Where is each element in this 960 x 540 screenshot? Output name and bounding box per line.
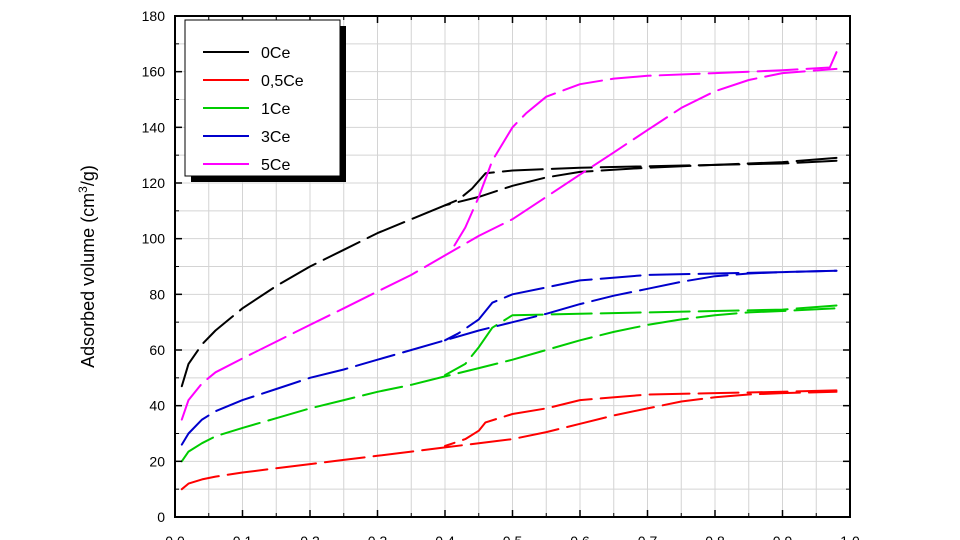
x-tick-label: 0.6 <box>570 533 590 540</box>
y-tick-label: 180 <box>142 8 166 24</box>
y-tick-label: 100 <box>142 231 166 247</box>
series-line-05ce-adsorption <box>180 390 838 491</box>
x-tick-label: 0.2 <box>300 533 320 540</box>
series-line-3ce-desorption <box>444 269 838 342</box>
series-line-1ce-desorption <box>444 304 838 377</box>
series-line-0ce-adsorption <box>180 159 838 388</box>
x-tick-label: 0.1 <box>233 533 253 540</box>
y-tick-label: 80 <box>149 286 165 302</box>
y-tick-label: 140 <box>142 119 166 135</box>
legend-box <box>184 19 341 177</box>
y-axis-label-main: Adsorbed volume (cm <box>78 193 98 368</box>
series-line-5ce-adsorption <box>180 67 838 421</box>
legend-label: 1Ce <box>261 101 290 118</box>
x-tick-label: 0.4 <box>435 533 455 540</box>
legend-label: 5Ce <box>261 157 290 174</box>
legend-label: 3Ce <box>261 129 290 146</box>
y-tick-label: 40 <box>149 398 165 414</box>
x-tick-label: 0.9 <box>773 533 793 540</box>
x-tick-label: 1.0 <box>840 533 860 540</box>
y-tick-label: 120 <box>142 175 166 191</box>
series-line-0ce-desorption <box>444 156 838 207</box>
x-tick-label: 0.7 <box>638 533 658 540</box>
x-tick-label: 0.8 <box>705 533 725 540</box>
series-line-3ce-adsorption <box>180 269 838 446</box>
series-line-5ce-desorption <box>450 51 838 251</box>
y-tick-label: 20 <box>149 453 165 469</box>
y-tick-label: 60 <box>149 342 165 358</box>
legend-label: 0Ce <box>261 45 290 62</box>
x-tick-label: 0.5 <box>503 533 523 540</box>
legend: 0Ce 0,5Ce 1Ce 3Ce 5Ce <box>184 19 346 182</box>
series-layer <box>180 51 838 491</box>
y-tick-label: 160 <box>142 64 166 80</box>
legend-label: 0,5Ce <box>261 73 304 90</box>
y-tick-label: 0 <box>157 509 165 525</box>
y-axis-label-sup: 3 <box>76 186 90 193</box>
series-line-05ce-desorption <box>444 389 838 447</box>
y-axis-label-tail: /g) <box>78 165 98 186</box>
y-axis-label: Adsorbed volume (cm3/g) <box>76 165 98 368</box>
axes: 0 20 40 60 80 100 120 140 160 180 0.0 0.1 0.2 0.3 0.4 0… <box>142 8 860 540</box>
series-line-1ce-adsorption <box>180 307 838 463</box>
x-tick-label: 0.3 <box>368 533 388 540</box>
x-tick-label: 0.0 <box>165 533 185 540</box>
